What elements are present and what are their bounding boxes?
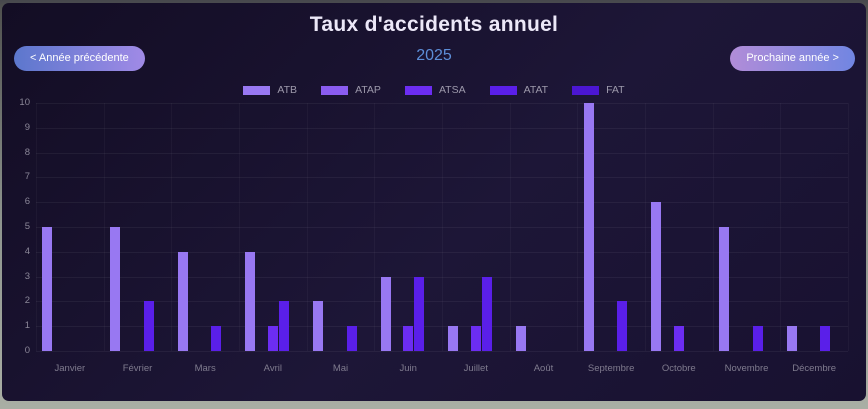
bar-atat-juillet[interactable] xyxy=(482,276,493,351)
x-axis-month-label: Juin xyxy=(399,363,417,374)
bar-atsa-juin[interactable] xyxy=(403,326,414,351)
y-axis-tick-label: 0 xyxy=(24,345,30,356)
bar-atsa-avril[interactable] xyxy=(267,326,278,351)
legend-swatch-atap xyxy=(321,85,349,95)
bar-atat-mars[interactable] xyxy=(211,326,222,351)
x-axis-month-label: Novembre xyxy=(724,363,769,374)
legend-label: ATAP xyxy=(355,84,381,96)
bar-atb-novembre[interactable] xyxy=(718,227,729,351)
x-gridline xyxy=(442,103,443,351)
x-axis-month-label: Septembre xyxy=(587,363,635,374)
bar-atat-février[interactable] xyxy=(143,301,154,351)
x-axis-month-label: Décembre xyxy=(792,363,837,374)
legend-item-atat[interactable]: ATAT xyxy=(489,84,549,96)
bar-atb-juin[interactable] xyxy=(380,276,391,351)
bar-atat-décembre[interactable] xyxy=(820,326,831,351)
chart-legend: ATB ATAP ATSA ATAT FAT xyxy=(2,84,866,96)
x-gridline xyxy=(104,103,105,351)
y-axis-tick-label: 5 xyxy=(24,221,30,232)
legend-swatch-atat xyxy=(489,85,517,95)
bar-atb-février[interactable] xyxy=(109,227,120,351)
bar-atb-avril[interactable] xyxy=(245,251,256,351)
y-axis-tick-label: 8 xyxy=(24,146,30,158)
x-axis-month-label: Avril xyxy=(263,363,282,374)
bar-atsa-juillet[interactable] xyxy=(470,326,481,351)
y-gridline xyxy=(36,127,848,129)
y-axis-tick-label: 9 xyxy=(24,121,30,133)
legend-item-atsa[interactable]: ATSA xyxy=(404,84,466,96)
chart-area: 0 1 2 3 4 5 6 7 8 9 10 Janvier Février Mars Avril Mai Ju… xyxy=(2,3,866,401)
x-axis-month-label: Octobre xyxy=(661,363,696,374)
y-axis-tick-label: 10 xyxy=(19,97,30,108)
bar-atb-juillet[interactable] xyxy=(448,326,459,351)
x-axis-month-label: Juillet xyxy=(463,363,488,374)
bar-atb-octobre[interactable] xyxy=(651,202,662,351)
bar-atat-juin[interactable] xyxy=(414,276,425,351)
bar-atat-novembre[interactable] xyxy=(752,326,763,351)
legend-label: FAT xyxy=(606,84,625,96)
x-gridline xyxy=(645,103,646,351)
y-gridline xyxy=(36,351,848,352)
x-gridline xyxy=(171,103,172,351)
x-axis-month-label: Août xyxy=(533,363,554,374)
bar-atat-avril[interactable] xyxy=(279,301,290,351)
x-axis-month-label: Février xyxy=(122,363,153,374)
bar-atb-août[interactable] xyxy=(515,326,526,351)
bar-atb-janvier[interactable] xyxy=(42,227,53,351)
bar-atb-mai[interactable] xyxy=(312,301,323,351)
legend-swatch-atsa xyxy=(404,85,432,95)
x-gridline xyxy=(307,103,308,351)
y-axis-tick-label: 4 xyxy=(24,245,30,257)
legend-item-atap[interactable]: ATAP xyxy=(321,84,381,96)
previous-year-button[interactable]: < Année précédente xyxy=(14,46,145,71)
x-gridline xyxy=(36,103,37,351)
bar-atb-mars[interactable] xyxy=(177,251,188,351)
y-gridline xyxy=(36,152,848,154)
bar-atsa-octobre[interactable] xyxy=(673,326,684,351)
y-gridline xyxy=(36,177,848,179)
y-gridline xyxy=(36,251,848,253)
x-axis-month-label: Mai xyxy=(332,363,349,374)
legend-label: ATB xyxy=(277,84,298,96)
bar-atat-septembre[interactable] xyxy=(617,301,628,351)
y-gridline xyxy=(36,301,848,303)
y-gridline xyxy=(36,202,848,204)
legend-item-fat[interactable]: FAT xyxy=(572,84,625,96)
x-gridline xyxy=(374,103,375,351)
x-gridline xyxy=(848,103,849,351)
x-axis-month-label: Janvier xyxy=(54,363,86,374)
y-axis-tick-label: 7 xyxy=(24,171,30,183)
x-gridline xyxy=(577,103,578,351)
legend-item-atb[interactable]: ATB xyxy=(243,84,297,96)
page-title: Taux d'accidents annuel xyxy=(309,13,559,36)
legend-swatch-fat xyxy=(572,85,600,95)
bar-atb-décembre[interactable] xyxy=(786,326,797,351)
y-axis-tick-label: 2 xyxy=(24,295,30,307)
x-gridline xyxy=(239,103,240,351)
y-gridline xyxy=(36,276,848,278)
year-label: 2025 xyxy=(416,47,452,64)
legend-label: ATSA xyxy=(438,84,466,96)
y-gridline xyxy=(36,103,848,104)
chart-panel: 0 1 2 3 4 5 6 7 8 9 10 Janvier Février Mars Avril Mai Ju… xyxy=(2,3,866,401)
y-gridline xyxy=(36,227,848,228)
next-year-button[interactable]: Prochaine année > xyxy=(730,46,855,71)
legend-swatch-atb xyxy=(243,85,271,95)
bar-atat-mai[interactable] xyxy=(346,326,357,351)
x-gridline xyxy=(780,103,781,351)
y-gridline xyxy=(36,326,848,328)
y-axis-tick-label: 3 xyxy=(24,270,30,282)
y-axis-tick-label: 1 xyxy=(24,320,30,332)
legend-label: ATAT xyxy=(523,84,549,96)
x-axis-month-label: Mars xyxy=(194,363,216,374)
y-axis-tick-label: 6 xyxy=(24,196,30,208)
x-gridline xyxy=(510,103,511,351)
x-gridline xyxy=(713,103,714,351)
bar-atb-septembre[interactable] xyxy=(583,103,594,351)
